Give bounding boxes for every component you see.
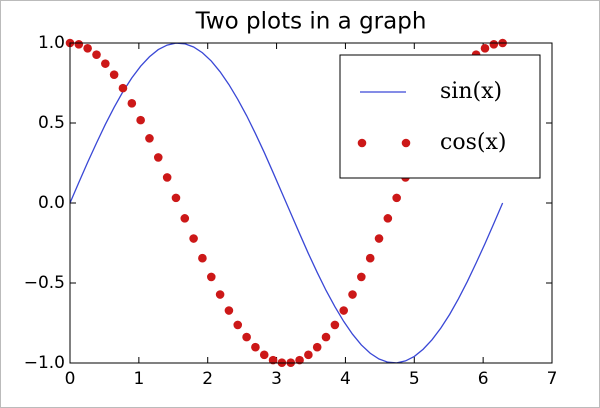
marker	[365, 253, 375, 263]
legend-label: sin(x)	[440, 79, 502, 104]
marker	[312, 342, 322, 352]
y-tick-label: 0.5	[38, 113, 65, 133]
legend-box	[339, 54, 541, 179]
series-line	[69, 42, 504, 364]
marker	[189, 234, 198, 243]
y-tick-label: 0.0	[38, 193, 65, 213]
y-tick-label: −0.5	[24, 273, 65, 293]
marker	[233, 320, 243, 330]
marker	[383, 214, 393, 223]
marker	[480, 43, 490, 53]
y-tick-label: 1.0	[38, 33, 65, 53]
marker	[109, 70, 119, 79]
marker	[330, 320, 340, 330]
x-tick-label: 5	[409, 369, 420, 389]
marker	[171, 193, 181, 203]
marker	[374, 234, 384, 243]
x-tick-label: 0	[65, 369, 76, 389]
marker	[198, 253, 207, 263]
marker	[242, 332, 251, 342]
chart-title: Two plots in a graph	[195, 9, 427, 35]
marker	[224, 306, 234, 315]
marker	[215, 290, 225, 299]
marker	[304, 350, 313, 360]
x-tick-label: 1	[133, 369, 144, 389]
marker	[348, 290, 357, 299]
marker	[153, 153, 163, 162]
marker	[180, 214, 190, 223]
marker	[145, 134, 154, 143]
marker	[251, 342, 260, 352]
marker	[206, 272, 216, 282]
marker	[268, 355, 278, 365]
marker	[101, 59, 110, 68]
marker	[489, 39, 499, 49]
legend-marker	[401, 138, 411, 148]
marker	[295, 355, 304, 365]
x-tick-label: 2	[202, 369, 213, 389]
marker	[339, 306, 349, 315]
x-tick-label: 7	[547, 369, 558, 389]
marker	[118, 83, 128, 93]
x-tick-label: 4	[340, 369, 351, 389]
marker	[162, 173, 172, 182]
legend-marker	[357, 138, 367, 148]
y-tick-label: −1.0	[24, 353, 65, 373]
legend-label: cos(x)	[440, 130, 506, 155]
marker	[127, 99, 137, 108]
marker	[136, 115, 145, 125]
marker	[357, 272, 366, 282]
marker	[83, 43, 92, 53]
x-tick-label: 3	[271, 369, 282, 389]
plot-frame	[69, 42, 553, 364]
marker	[392, 193, 401, 203]
marker	[74, 39, 84, 49]
marker	[321, 332, 331, 342]
marker	[259, 350, 269, 360]
x-tick-label: 6	[478, 369, 489, 389]
marker	[92, 50, 101, 59]
